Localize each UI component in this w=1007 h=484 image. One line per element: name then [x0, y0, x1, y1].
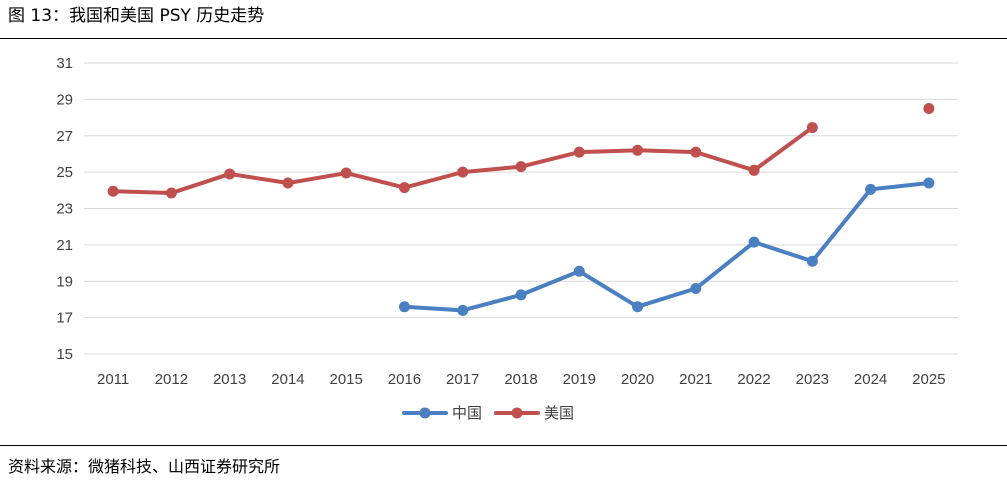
data-point [398, 182, 410, 194]
x-tick-label: 2015 [330, 371, 363, 388]
data-point [806, 255, 818, 267]
x-tick-label: 2023 [796, 371, 829, 388]
data-point [515, 289, 527, 301]
x-tick-label: 2013 [213, 371, 246, 388]
y-tick-label: 23 [56, 201, 73, 218]
x-tick-label: 2025 [912, 371, 945, 388]
data-point [515, 161, 527, 173]
bottom-rule [0, 445, 1007, 446]
data-point [165, 187, 177, 199]
legend-swatch-marker [511, 407, 523, 419]
data-point [865, 183, 877, 195]
legend-label: 美国 [544, 404, 574, 422]
series-line [402, 181, 931, 313]
legend-label: 中国 [452, 404, 482, 422]
data-point [573, 265, 585, 277]
x-axis-ticks: 2011 2012 2013 2014 2015 2016 2017 2018 2019 2020… [97, 371, 946, 388]
x-tick-label: 2022 [737, 371, 770, 388]
legend-swatch-marker [419, 407, 431, 419]
data-point [224, 168, 236, 180]
top-rule [0, 38, 1007, 39]
y-tick-label: 17 [56, 310, 73, 327]
data-point [690, 283, 702, 295]
figure-title: 图 13：我国和美国 PSY 历史走势 [8, 6, 265, 26]
y-tick-label: 21 [56, 237, 73, 254]
data-point [923, 102, 935, 114]
data-point [632, 301, 644, 313]
grid-lines [84, 62, 958, 355]
data-point [340, 167, 352, 179]
x-tick-label: 2017 [446, 371, 479, 388]
x-tick-label: 2020 [621, 371, 654, 388]
x-tick-label: 2018 [504, 371, 537, 388]
data-point [107, 185, 119, 197]
x-tick-label: 2024 [854, 371, 887, 388]
series-layer [107, 102, 935, 316]
data-point [398, 301, 410, 313]
data-point [806, 122, 818, 134]
x-tick-label: 2011 [97, 371, 129, 388]
data-point [457, 304, 469, 316]
y-tick-label: 15 [56, 346, 73, 363]
data-point [748, 236, 760, 248]
data-point [748, 164, 760, 176]
x-tick-label: 2019 [563, 371, 596, 388]
x-tick-label: 2021 [679, 371, 712, 388]
y-tick-label: 31 [56, 55, 73, 72]
y-tick-label: 19 [56, 273, 73, 290]
data-point [282, 177, 294, 189]
data-point [923, 177, 935, 189]
x-tick-label: 2016 [388, 371, 421, 388]
data-point [573, 146, 585, 158]
data-point [457, 166, 469, 178]
x-tick-label: 2012 [155, 371, 188, 388]
legend: 中国 美国 [402, 404, 574, 422]
series-line [111, 125, 815, 196]
source-note: 资料来源：微猪科技、山西证券研究所 [8, 457, 281, 476]
data-point [632, 144, 644, 156]
y-axis-ticks: 15 17 19 21 23 25 27 29 31 [56, 55, 73, 363]
y-tick-label: 25 [56, 164, 73, 181]
data-point [690, 146, 702, 158]
x-tick-label: 2014 [271, 371, 304, 388]
y-tick-label: 29 [56, 91, 73, 108]
y-tick-label: 27 [56, 128, 73, 145]
